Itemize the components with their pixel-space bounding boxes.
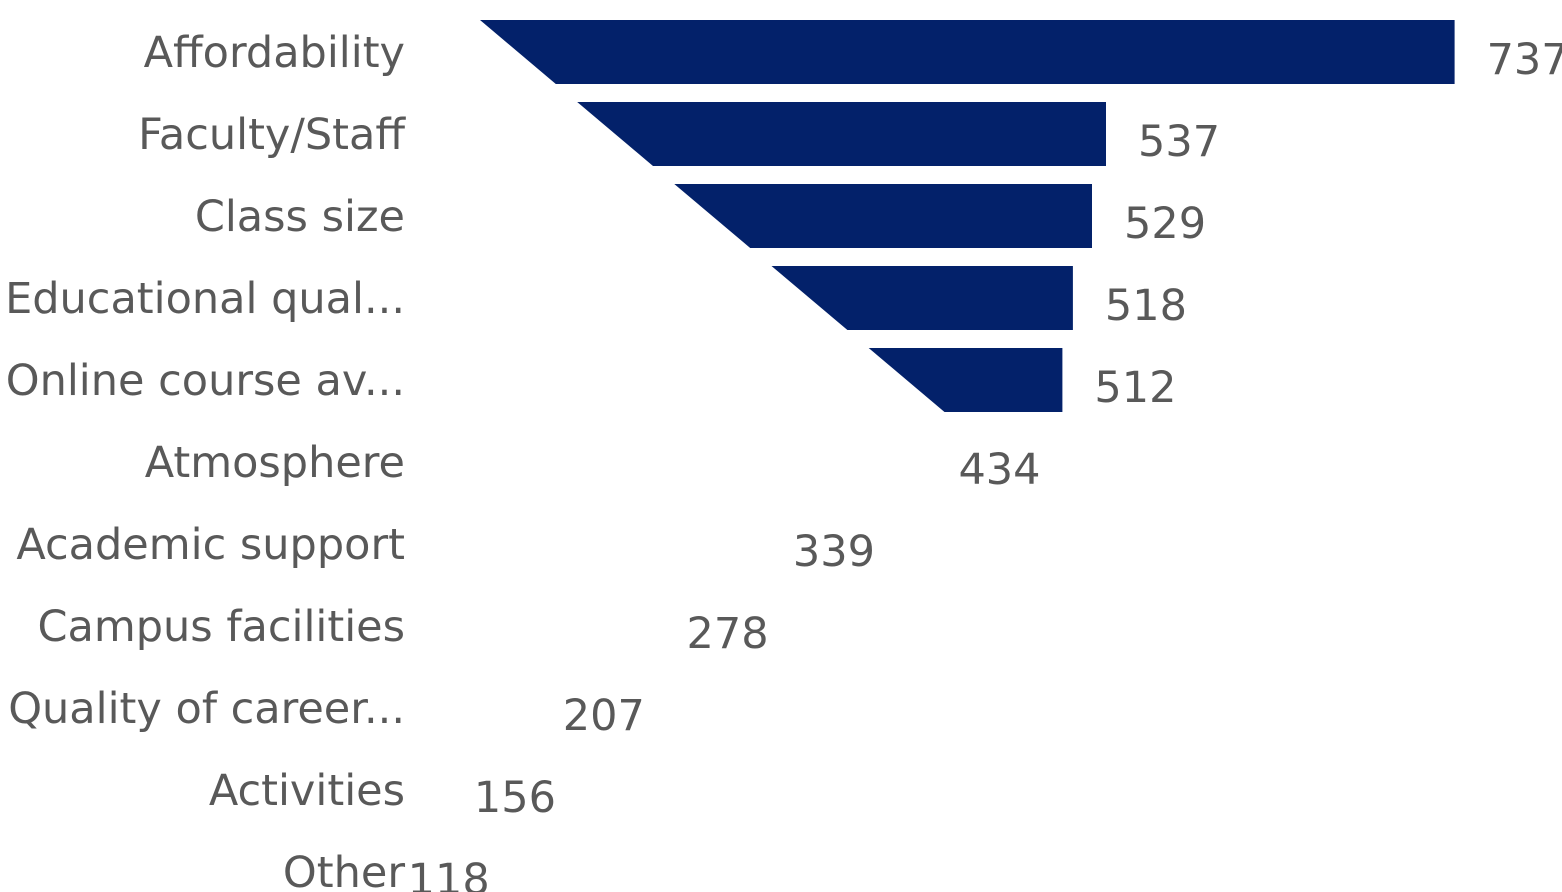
category-label: Other bbox=[283, 848, 405, 892]
category-label: Faculty/Staff bbox=[138, 110, 406, 160]
value-label: 118 bbox=[408, 855, 490, 892]
category-label: Online course av... bbox=[6, 356, 405, 406]
value-label: 339 bbox=[793, 527, 875, 577]
category-labels: Affordability Faculty/Staff Class size Educ… bbox=[5, 28, 406, 892]
category-label: Campus facilities bbox=[37, 602, 405, 652]
value-label: 512 bbox=[1094, 363, 1176, 413]
category-label: Class size bbox=[195, 192, 405, 242]
category-label: Quality of career... bbox=[8, 684, 405, 734]
value-label: 434 bbox=[958, 445, 1040, 495]
bar bbox=[480, 20, 1455, 84]
chart-bars bbox=[480, 20, 1455, 412]
value-label: 156 bbox=[474, 773, 556, 823]
bar bbox=[771, 266, 1073, 330]
category-label: Activities bbox=[209, 766, 405, 816]
value-label: 737 bbox=[1487, 35, 1562, 85]
value-label: 518 bbox=[1105, 281, 1187, 331]
category-label: Educational qual... bbox=[5, 274, 405, 324]
value-label: 278 bbox=[687, 609, 769, 659]
category-label: Affordability bbox=[144, 28, 405, 78]
bar bbox=[868, 348, 1063, 412]
category-label: Atmosphere bbox=[145, 438, 405, 488]
value-label: 207 bbox=[563, 691, 645, 741]
bar bbox=[577, 102, 1106, 166]
category-label: Academic support bbox=[16, 520, 405, 570]
value-label: 537 bbox=[1138, 117, 1220, 167]
bar bbox=[674, 184, 1092, 248]
value-label: 529 bbox=[1124, 199, 1206, 249]
